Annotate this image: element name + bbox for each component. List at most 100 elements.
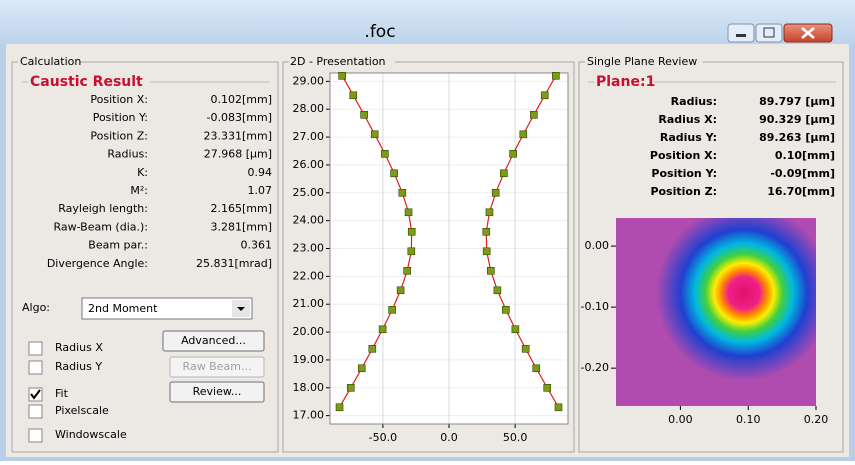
field-value: 0.102[mm] bbox=[210, 93, 272, 106]
field-label: Position Z: bbox=[90, 129, 148, 142]
data-point bbox=[371, 131, 378, 138]
y-tick-label: 18.00 bbox=[293, 381, 325, 394]
checkbox[interactable] bbox=[29, 429, 42, 442]
data-point bbox=[541, 92, 548, 99]
field-value: -0.09[mm] bbox=[770, 167, 835, 180]
data-point bbox=[486, 209, 493, 216]
data-point bbox=[381, 150, 388, 157]
minimize-icon bbox=[736, 34, 746, 37]
button-label: Raw Beam... bbox=[183, 360, 252, 373]
x-tick-label: 0.00 bbox=[668, 413, 693, 426]
checkbox[interactable] bbox=[29, 405, 42, 418]
data-point bbox=[397, 287, 404, 294]
checkbox-label: Windowscale bbox=[55, 428, 127, 441]
data-point bbox=[347, 384, 354, 391]
x-tick-label: -50.0 bbox=[369, 431, 397, 444]
field-value: 89.797 [µm] bbox=[759, 95, 835, 108]
data-point bbox=[339, 72, 346, 79]
x-tick-label: 50.0 bbox=[503, 431, 528, 444]
maximize-button[interactable] bbox=[756, 24, 782, 42]
field-label: Radius: bbox=[671, 95, 717, 108]
field-label: Raw-Beam (dia.): bbox=[53, 220, 148, 233]
data-point bbox=[502, 306, 509, 313]
data-point bbox=[494, 287, 501, 294]
data-point bbox=[500, 170, 507, 177]
field-value: 1.07 bbox=[248, 184, 273, 197]
field-value: 2.165[mm] bbox=[210, 202, 272, 215]
field-value: 23.331[mm] bbox=[203, 129, 272, 142]
field-label: Beam par.: bbox=[88, 239, 148, 252]
button-label: Advanced... bbox=[181, 334, 246, 347]
checkbox-label: Radius X bbox=[55, 341, 103, 354]
checkbox-label: Radius Y bbox=[55, 360, 102, 373]
field-label: Radius Y: bbox=[660, 131, 717, 144]
field-label: Radius X: bbox=[658, 113, 717, 126]
field-label: Divergence Angle: bbox=[47, 257, 148, 270]
algo-value: 2nd Moment bbox=[88, 302, 158, 315]
data-point bbox=[555, 404, 562, 411]
data-point bbox=[336, 404, 343, 411]
checkbox[interactable] bbox=[29, 342, 42, 355]
field-label: Position X: bbox=[650, 149, 717, 162]
section-heading: Plane:1 bbox=[596, 74, 655, 90]
field-value: 89.263 [µm] bbox=[759, 131, 835, 144]
field-value: 0.361 bbox=[241, 239, 273, 252]
y-tick-label: 20.00 bbox=[293, 325, 325, 338]
y-tick-label: 17.00 bbox=[293, 409, 325, 422]
data-point bbox=[408, 248, 415, 255]
data-point bbox=[405, 209, 412, 216]
data-point bbox=[483, 248, 490, 255]
field-label: Position X: bbox=[90, 93, 148, 106]
data-point bbox=[512, 326, 519, 333]
y-tick-label: 0.00 bbox=[585, 239, 610, 252]
data-point bbox=[404, 267, 411, 274]
data-point bbox=[533, 365, 540, 372]
data-point bbox=[379, 326, 386, 333]
field-label: Rayleigh length: bbox=[58, 202, 148, 215]
field-label: M²: bbox=[130, 184, 148, 197]
button-label: Review... bbox=[193, 385, 242, 398]
y-tick-label: 29.00 bbox=[293, 74, 325, 87]
beam-image bbox=[616, 218, 816, 406]
checkbox-label: Fit bbox=[55, 387, 69, 400]
field-label: Position Y: bbox=[93, 111, 148, 124]
group-label: Single Plane Review bbox=[587, 55, 697, 68]
page: .foc Calculation 2D - Presentation Singl… bbox=[0, 0, 855, 461]
data-point bbox=[408, 228, 415, 235]
field-value: 90.329 [µm] bbox=[759, 113, 835, 126]
data-point bbox=[389, 306, 396, 313]
checkbox-label: Pixelscale bbox=[55, 404, 109, 417]
y-tick-label: 25.00 bbox=[293, 186, 325, 199]
group-label: Calculation bbox=[20, 55, 81, 68]
y-tick-label: -0.20 bbox=[581, 361, 609, 374]
data-point bbox=[487, 267, 494, 274]
y-tick-label: -0.10 bbox=[581, 300, 609, 313]
data-point bbox=[552, 72, 559, 79]
y-tick-label: 21.00 bbox=[293, 297, 325, 310]
data-point bbox=[522, 345, 529, 352]
data-point bbox=[544, 384, 551, 391]
field-value: 0.10[mm] bbox=[775, 149, 835, 162]
data-point bbox=[391, 170, 398, 177]
checkbox[interactable] bbox=[29, 361, 42, 374]
field-value: 16.70[mm] bbox=[767, 185, 835, 198]
data-point bbox=[358, 365, 365, 372]
x-tick-label: 0.10 bbox=[736, 413, 761, 426]
data-point bbox=[510, 150, 517, 157]
minimize-button[interactable] bbox=[728, 24, 754, 42]
field-label: Position Z: bbox=[650, 185, 717, 198]
field-label: Radius: bbox=[107, 148, 148, 161]
y-tick-label: 24.00 bbox=[293, 214, 325, 227]
data-point bbox=[520, 131, 527, 138]
field-value: 0.94 bbox=[248, 166, 273, 179]
field-value: 27.968 [µm] bbox=[204, 148, 272, 161]
data-point bbox=[399, 189, 406, 196]
y-tick-label: 23.00 bbox=[293, 242, 325, 255]
data-point bbox=[530, 111, 537, 118]
y-tick-label: 19.00 bbox=[293, 353, 325, 366]
data-point bbox=[369, 345, 376, 352]
data-point bbox=[361, 111, 368, 118]
y-tick-label: 28.00 bbox=[293, 102, 325, 115]
field-value: 25.831[mrad] bbox=[196, 257, 272, 270]
window-title: .foc bbox=[364, 22, 395, 42]
